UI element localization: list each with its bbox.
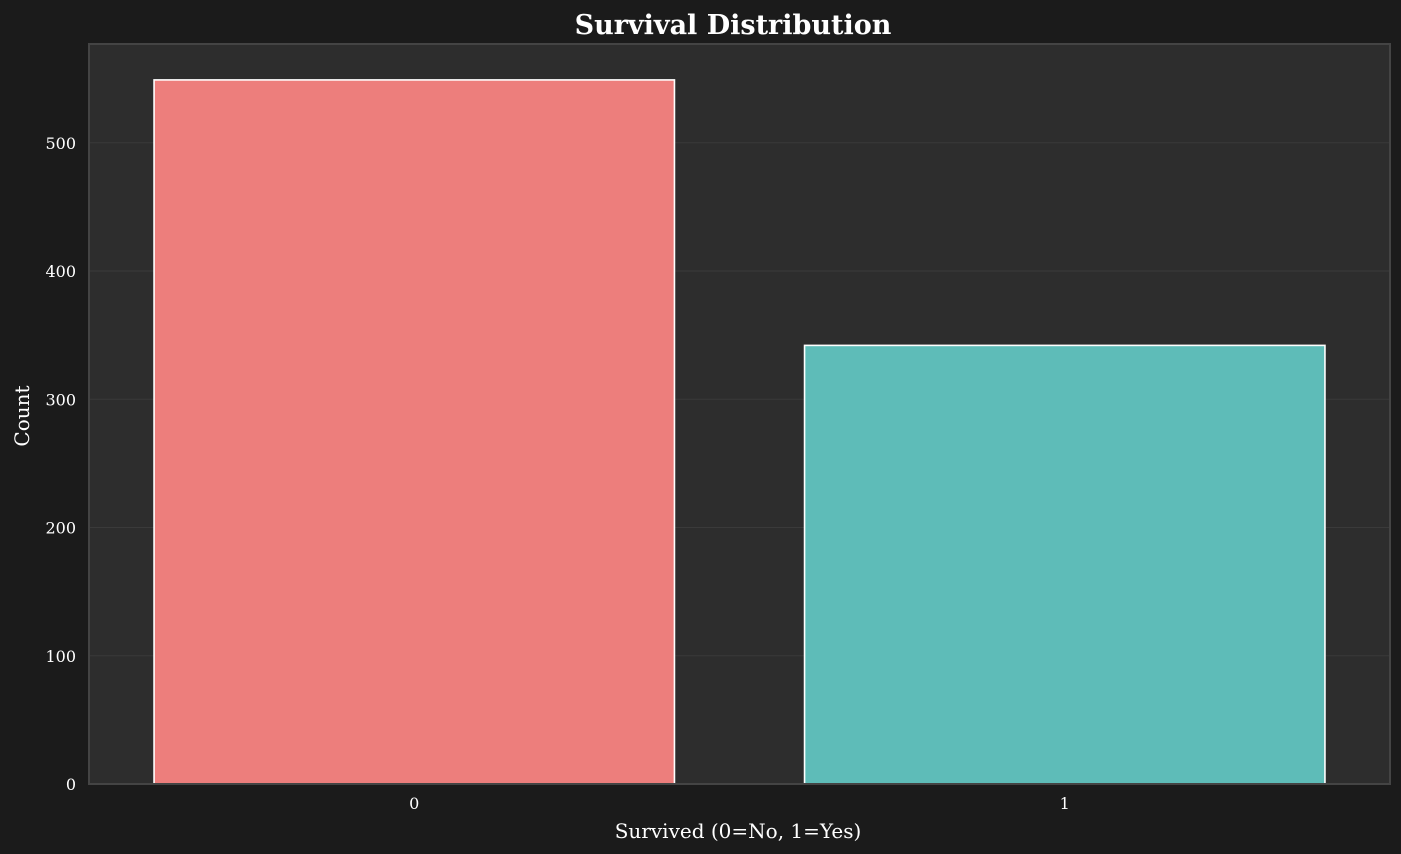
chart-title: Survival Distribution [575,10,892,41]
y-axis-label: Count [10,385,34,446]
x-tick-label: 0 [409,794,419,813]
y-tick-label: 300 [45,390,76,409]
y-tick-label: 500 [45,134,76,153]
y-tick-label: 0 [66,775,76,794]
x-axis-label: Survived (0=No, 1=Yes) [615,819,862,843]
y-tick-label: 100 [45,647,76,666]
x-tick-label: 1 [1060,794,1070,813]
y-tick-label: 200 [45,519,76,538]
y-axis-ticks: 0 100 200 300 400 500 [45,134,76,794]
plot-frame [88,43,1391,785]
bar-1 [803,344,1326,785]
bars [153,79,1326,785]
y-tick-label: 400 [45,262,76,281]
bar-0 [153,79,676,785]
